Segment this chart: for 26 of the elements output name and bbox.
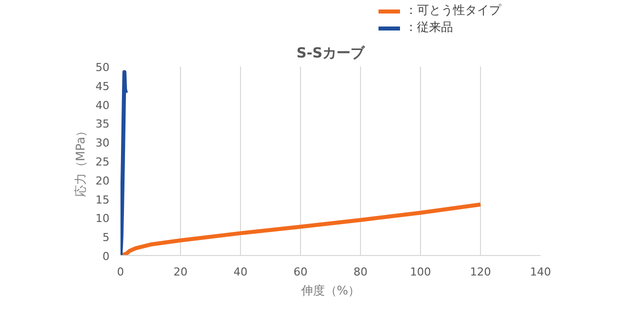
y-tick-label: 0 bbox=[102, 250, 110, 263]
y-tick-label: 10 bbox=[96, 212, 110, 226]
x-tick-label: 20 bbox=[174, 266, 188, 278]
y-tick-label: 30 bbox=[96, 136, 110, 150]
y-tick-label: 50 bbox=[96, 61, 110, 74]
chart-title: S-Sカーブ bbox=[296, 44, 366, 62]
x-tick-label: 80 bbox=[354, 266, 368, 278]
y-axis-title: 応力（MPa） bbox=[74, 124, 88, 198]
legend-label: ：従来品 bbox=[405, 19, 453, 36]
x-tick-label: 140 bbox=[530, 266, 551, 278]
x-tick-label: 0 bbox=[117, 266, 124, 278]
x-tick-label: 120 bbox=[470, 266, 491, 278]
y-tick-label: 20 bbox=[96, 174, 110, 188]
y-tick-label: 5 bbox=[102, 231, 110, 244]
line-series bbox=[120, 202, 482, 256]
y-tick-label: 15 bbox=[96, 193, 110, 206]
x-tick-label: 40 bbox=[234, 266, 248, 278]
y-tick-label: 35 bbox=[96, 118, 110, 131]
x-axis-title: 伸度（%） bbox=[300, 284, 360, 298]
y-tick-label: 45 bbox=[96, 80, 110, 93]
y-tick-label: 25 bbox=[96, 156, 110, 168]
y-tick-label: 40 bbox=[96, 98, 110, 112]
line-series bbox=[120, 70, 128, 256]
x-tick-label: 100 bbox=[410, 266, 431, 278]
x-tick-label: 60 bbox=[294, 266, 308, 278]
legend-label: ：可とう性タイプ bbox=[405, 2, 501, 19]
